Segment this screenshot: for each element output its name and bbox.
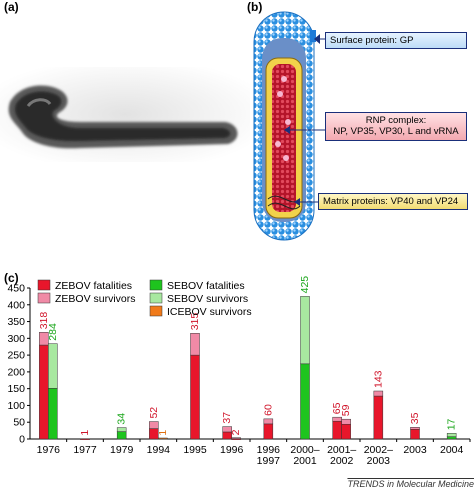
x-tick-label: 1996	[220, 444, 244, 456]
bar-total-label: 35	[409, 412, 421, 424]
bar-survivors	[231, 437, 241, 439]
bar-survivors	[190, 333, 200, 356]
legend-label: ICEBOV survivors	[167, 306, 252, 318]
bar-total-label: 17	[446, 418, 458, 430]
bar-total-label: 60	[262, 404, 274, 416]
bar-survivors	[263, 418, 274, 425]
bar-fatalities	[48, 388, 58, 440]
bar-fatalities	[300, 363, 310, 440]
bar-survivors	[373, 390, 384, 397]
rnp-complex-callout: RNP complex: NP, VP35, VP30, L and vRNA	[325, 112, 467, 141]
y-tick-label: 150	[7, 383, 25, 395]
bar-survivors	[149, 421, 159, 429]
bar-total-label: 1	[79, 430, 91, 436]
bar-total-label: 65	[331, 402, 343, 414]
y-tick-label: 300	[7, 333, 25, 345]
bar-total-label: 37	[221, 412, 233, 424]
bar-survivors	[48, 343, 58, 389]
panel-b-label: (b)	[247, 0, 263, 14]
bar-survivors	[410, 427, 420, 430]
y-tick-label: 100	[7, 400, 25, 412]
x-tick-label: 1979	[110, 444, 134, 456]
x-tick-label: 2001–	[327, 444, 356, 456]
footer-caption: TRENDS in Molecular Medicine	[347, 479, 474, 489]
rnp-callout-line1: RNP complex:	[365, 115, 427, 126]
bar-fatalities	[373, 395, 384, 440]
bar-total-label: 52	[148, 407, 160, 419]
y-tick-label: 200	[7, 366, 25, 378]
bar-survivors	[300, 296, 310, 365]
bar-total-label: 2	[230, 429, 242, 435]
x-tick-label: 1994	[147, 444, 171, 456]
legend-swatch	[149, 305, 163, 317]
bar-total-label: 34	[116, 413, 128, 425]
surface-protein-callout: Surface protein: GP	[325, 32, 467, 49]
bar-total-label: 59	[340, 404, 352, 416]
x-tick-label: 1995	[183, 444, 207, 456]
bar-total-label: 425	[299, 276, 311, 294]
y-tick-label: 250	[7, 350, 25, 362]
ebola-outbreak-chart: 0 50 100 150 200 250 300 350 400 450 1976 1977 1979 1…	[7, 276, 471, 467]
bar-total-label: 315	[189, 313, 201, 331]
bar-total-label: 1	[157, 430, 169, 436]
legend-label: SEBOV survivors	[167, 293, 248, 305]
rnp-callout-line2: NP, VP35, VP30, L and vRNA	[333, 126, 459, 137]
bar-survivors	[332, 416, 342, 422]
bar-fatalities	[263, 423, 274, 440]
x-tick-label: 1996	[257, 444, 281, 456]
bar-survivors	[116, 427, 127, 432]
x-tick-label: 2003	[367, 455, 391, 467]
y-tick-label: 0	[19, 434, 25, 446]
virion-schematic	[253, 11, 325, 241]
bar-total-label: 143	[372, 370, 384, 388]
bar-survivors	[39, 332, 49, 346]
bar-fatalities	[446, 436, 457, 440]
bar-total-label: 318	[38, 312, 50, 330]
bar-survivors	[158, 437, 168, 440]
bar-total-label: 284	[47, 323, 59, 341]
bar-fatalities	[80, 438, 90, 440]
legend-swatch	[37, 292, 51, 304]
x-tick-label: 2004	[440, 444, 464, 456]
x-tick-label: 2000–	[290, 444, 319, 456]
virion-micrograph	[0, 67, 250, 162]
x-tick-label: 1977	[73, 444, 97, 456]
bar-survivors	[446, 433, 457, 437]
x-tick-label: 1976	[37, 444, 61, 456]
y-tick-label: 400	[7, 299, 25, 311]
bar-fatalities	[332, 420, 342, 440]
bar-fatalities	[341, 423, 351, 440]
legend-swatch	[37, 279, 51, 291]
bar-fatalities	[116, 431, 127, 440]
x-tick-label: 2002	[330, 455, 354, 467]
y-tick-label: 50	[13, 417, 25, 429]
x-tick-label: 1997	[257, 455, 281, 467]
y-tick-label: 350	[7, 316, 25, 328]
x-tick-label: 2003	[403, 444, 427, 456]
panel-c-label: (c)	[4, 271, 19, 285]
y-tick-label: 450	[7, 283, 25, 295]
bar-fatalities	[410, 429, 420, 440]
legend-label: ZEBOV fatalities	[55, 280, 132, 292]
x-tick-label: 2002–	[364, 444, 393, 456]
legend-swatch	[149, 292, 163, 304]
bar-survivors	[222, 426, 232, 433]
bar-fatalities	[39, 344, 49, 440]
x-tick-label: 2001	[293, 455, 317, 467]
legend-label: SEBOV fatalities	[167, 280, 245, 292]
bar-survivors	[341, 418, 351, 425]
legend-swatch	[149, 279, 163, 291]
legend-label: ZEBOV survivors	[55, 293, 136, 305]
panel-a-label: (a)	[4, 0, 19, 14]
bar-fatalities	[190, 354, 200, 440]
matrix-proteins-callout: Matrix proteins: VP40 and VP24	[318, 193, 468, 210]
